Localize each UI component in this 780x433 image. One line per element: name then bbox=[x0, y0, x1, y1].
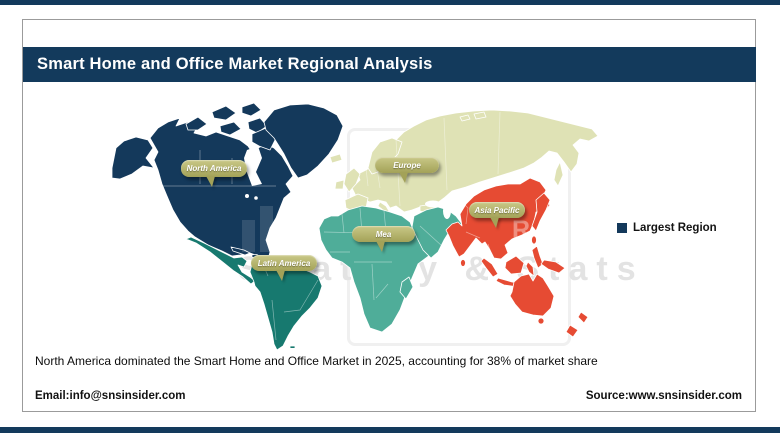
watermark-letter: R bbox=[512, 216, 531, 244]
map-label-latin-america: Latin America bbox=[251, 255, 317, 271]
map-label-text: North America bbox=[186, 164, 242, 173]
map-label-mea: Mea bbox=[352, 226, 415, 242]
region-mea bbox=[318, 205, 463, 333]
footer-email: Email:info@snsinsider.com bbox=[35, 390, 186, 402]
map-label-text: Latin America bbox=[257, 258, 311, 268]
map-label-text: Asia Pacific bbox=[474, 205, 520, 215]
legend: Largest Region bbox=[617, 222, 717, 234]
region-europe bbox=[329, 109, 599, 220]
region-north-america bbox=[111, 102, 344, 264]
bottom-accent-strip bbox=[0, 427, 780, 433]
footer-source: Source:www.snsinsider.com bbox=[585, 390, 742, 402]
legend-swatch-icon bbox=[617, 223, 627, 233]
map-label-text: Mea bbox=[375, 229, 392, 239]
page-title: Smart Home and Office Market Regional An… bbox=[37, 55, 433, 73]
map-label-text: Europe bbox=[393, 160, 421, 170]
title-bar: Smart Home and Office Market Regional An… bbox=[23, 47, 756, 82]
caption-text: North America dominated the Smart Home a… bbox=[35, 354, 598, 368]
top-accent-strip bbox=[0, 0, 780, 5]
map-label-asia-pacific: Asia Pacific bbox=[469, 202, 525, 218]
legend-label: Largest Region bbox=[633, 222, 717, 234]
map-label-europe: Europe bbox=[375, 157, 439, 173]
map-label-north-america: North America bbox=[181, 160, 247, 177]
